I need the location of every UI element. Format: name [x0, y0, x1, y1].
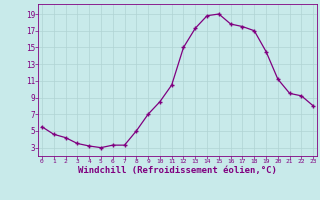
X-axis label: Windchill (Refroidissement éolien,°C): Windchill (Refroidissement éolien,°C) [78, 166, 277, 175]
